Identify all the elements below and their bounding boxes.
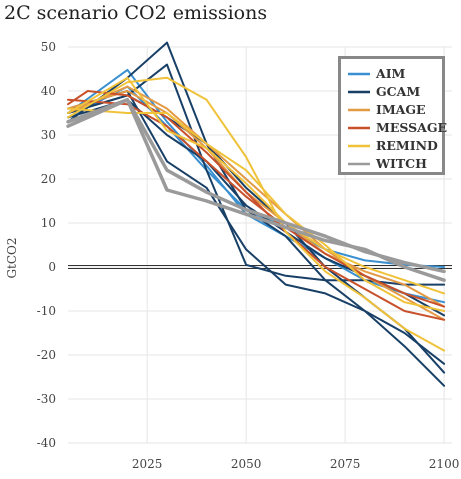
series-line-witch (66, 98, 446, 274)
y-tick-label: -30 (37, 392, 56, 406)
x-axis-ticks: 2025 2050 2075 2100 (132, 457, 459, 471)
x-tick-label: 2075 (330, 457, 361, 471)
y-tick-label: 40 (41, 84, 56, 98)
series-line-gcam (67, 90, 446, 365)
series-lines (66, 41, 446, 387)
legend-label-message: MESSAGE (376, 120, 447, 135)
x-tick-label: 2100 (429, 457, 460, 471)
y-axis-ticks: 50 40 30 20 10 0 -10 -20 -30 -40 (37, 40, 56, 450)
x-tick-label: 2050 (231, 457, 262, 471)
series-line-gcam (67, 41, 446, 387)
chart-title: 2C scenario CO2 emissions (4, 2, 268, 24)
series-line-message (67, 90, 446, 321)
series-line-remind (67, 76, 446, 295)
legend-label-image: IMAGE (376, 102, 426, 117)
y-tick-label: 20 (41, 172, 56, 186)
y-tick-label: -20 (37, 348, 56, 362)
legend-box (338, 56, 445, 175)
y-tick-label: -10 (37, 304, 56, 318)
series-line-remind (67, 76, 446, 352)
legend-label-aim: AIM (375, 66, 406, 81)
y-tick-label: 30 (41, 128, 56, 142)
series-line-image (67, 85, 446, 321)
y-axis-label: GtCO2 (5, 237, 19, 278)
legend-label-witch: WITCH (375, 156, 427, 171)
y-tick-label: 50 (41, 40, 56, 54)
x-tick-label: 2025 (132, 457, 163, 471)
series-line-image (67, 90, 446, 308)
y-tick-label: 0 (48, 260, 56, 274)
series-line-remind (67, 107, 446, 312)
legend-label-gcam: GCAM (376, 84, 420, 99)
legend: AIM GCAM IMAGE MESSAGE REMIND WITCH (338, 56, 447, 175)
series-line-message (67, 98, 446, 308)
legend-label-remind: REMIND (376, 138, 438, 153)
y-tick-label: 10 (41, 216, 56, 230)
y-tick-label: -40 (37, 436, 56, 450)
